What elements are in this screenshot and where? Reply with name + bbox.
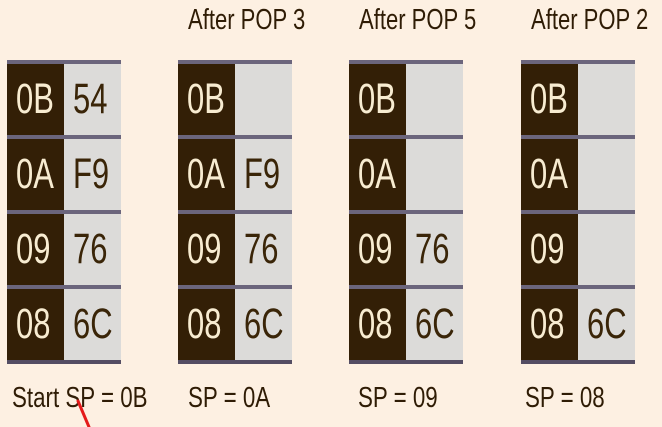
value-cell: 54	[64, 64, 121, 135]
stack-column-start: 0B 54 0A F9 09 76 08 6C Start SP = 0B	[7, 0, 148, 427]
address-cell: 0B	[521, 64, 578, 135]
address-cell: 08	[349, 289, 406, 360]
address-cell: 09	[521, 214, 578, 285]
value-cell	[578, 139, 635, 210]
address-label: 08	[16, 300, 51, 348]
stack-row: 0B	[178, 64, 292, 139]
value-label: 76	[244, 225, 279, 273]
address-cell: 09	[349, 214, 406, 285]
address-label: 0B	[530, 75, 568, 123]
stack-row: 0A F9	[7, 139, 121, 214]
address-label: 0B	[16, 75, 54, 123]
value-cell	[406, 64, 463, 135]
stack-row: 0A	[521, 139, 635, 214]
address-cell: 0B	[7, 64, 64, 135]
address-label: 0A	[530, 150, 568, 198]
value-cell	[578, 214, 635, 285]
value-cell: 76	[235, 214, 292, 285]
address-label: 0A	[187, 150, 225, 198]
value-label: 6C	[587, 300, 627, 348]
value-label: 54	[73, 75, 108, 123]
sp-label-after-pop-2: SP = 08	[525, 382, 605, 414]
stack-row: 09 76	[7, 214, 121, 289]
address-label: 08	[530, 300, 565, 348]
stack-column-after-pop-2: After POP 2 0B 0A 09 08 6C SP = 08	[521, 0, 648, 427]
stack-title: After POP 3	[188, 4, 306, 36]
value-cell: 6C	[578, 289, 635, 360]
address-cell: 0A	[7, 139, 64, 210]
stack-table: 0B 0A 09 08 6C	[521, 60, 635, 364]
address-cell: 08	[178, 289, 235, 360]
value-cell: F9	[235, 139, 292, 210]
stack-row: 08 6C	[521, 289, 635, 360]
address-cell: 0A	[349, 139, 406, 210]
address-cell: 09	[178, 214, 235, 285]
value-label: 6C	[244, 300, 284, 348]
address-label: 08	[187, 300, 222, 348]
stack-row: 08 6C	[7, 289, 121, 360]
stack-row: 0B 54	[7, 64, 121, 139]
stack-table: 0B 0A F9 09 76 08 6C	[178, 60, 292, 364]
value-label: F9	[73, 150, 110, 198]
stack-title: After POP 2	[531, 4, 649, 36]
address-label: 09	[530, 225, 565, 273]
value-cell: 6C	[406, 289, 463, 360]
stack-row: 09 76	[349, 214, 463, 289]
address-cell: 09	[7, 214, 64, 285]
stack-row: 08 6C	[178, 289, 292, 360]
address-cell: 0A	[521, 139, 578, 210]
value-cell	[578, 64, 635, 135]
value-cell: 6C	[64, 289, 121, 360]
stack-row: 08 6C	[349, 289, 463, 360]
address-cell: 08	[521, 289, 578, 360]
address-label: 09	[16, 225, 51, 273]
value-cell	[406, 139, 463, 210]
address-cell: 0B	[178, 64, 235, 135]
address-label: 0B	[358, 75, 396, 123]
address-label: 09	[187, 225, 222, 273]
value-label: 76	[73, 225, 108, 273]
value-cell: 76	[406, 214, 463, 285]
value-label: F9	[244, 150, 281, 198]
stack-row: 0A F9	[178, 139, 292, 214]
address-cell: 0A	[178, 139, 235, 210]
sp-label-start: Start SP = 0B	[12, 382, 148, 414]
stack-row: 0A	[349, 139, 463, 214]
value-cell: 76	[64, 214, 121, 285]
value-cell: F9	[64, 139, 121, 210]
address-cell: 08	[7, 289, 64, 360]
sp-label-after-pop-3: SP = 0A	[188, 382, 271, 414]
stack-row: 0B	[349, 64, 463, 139]
stack-table: 0B 54 0A F9 09 76 08 6C	[7, 60, 121, 364]
value-cell: 6C	[235, 289, 292, 360]
sp-label-after-pop-5: SP = 09	[358, 382, 438, 414]
stack-row: 0B	[521, 64, 635, 139]
value-cell	[235, 64, 292, 135]
value-label: 76	[415, 225, 450, 273]
stack-column-after-pop-5: After POP 5 0B 0A 09 76 08 6C SP = 09	[349, 0, 476, 427]
stack-row: 09 76	[178, 214, 292, 289]
address-label: 08	[358, 300, 393, 348]
value-label: 6C	[73, 300, 113, 348]
address-label: 0A	[16, 150, 54, 198]
stack-column-after-pop-3: After POP 3 0B 0A F9 09 76 08 6C SP = 0A	[178, 0, 305, 427]
address-cell: 0B	[349, 64, 406, 135]
address-label: 0A	[358, 150, 396, 198]
stack-title: After POP 5	[359, 4, 477, 36]
stack-row: 09	[521, 214, 635, 289]
address-label: 0B	[187, 75, 225, 123]
address-label: 09	[358, 225, 393, 273]
stack-table: 0B 0A 09 76 08 6C	[349, 60, 463, 364]
value-label: 6C	[415, 300, 455, 348]
